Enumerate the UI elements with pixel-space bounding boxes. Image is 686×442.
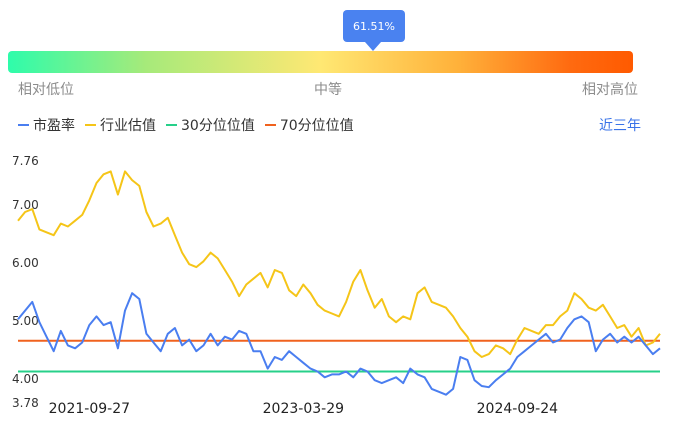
legend-label-pe: 市盈率	[33, 118, 75, 134]
scale-low-label: 相对低位	[18, 82, 74, 98]
legend-swatch-p30	[166, 124, 177, 126]
chart-lines	[17, 170, 661, 396]
y-tick-label: 7.00	[12, 198, 39, 212]
legend-item-p70[interactable]: 70分位位值	[264, 115, 354, 135]
legend-item-industry[interactable]: 行业估值	[85, 115, 156, 135]
legend-label-p30: 30分位位值	[181, 118, 255, 134]
series-line-0	[17, 292, 661, 396]
legend-item-p30[interactable]: 30分位位值	[166, 115, 255, 135]
legend-item-pe[interactable]: 市盈率	[18, 115, 75, 135]
series-line-1	[17, 170, 661, 358]
legend-swatch-industry	[85, 124, 96, 126]
x-tick-label: 2024-09-24	[477, 401, 558, 417]
legend-swatch-p70	[264, 124, 276, 126]
chart-legend: 市盈率 行业估值 30分位位值 70分位位值	[18, 115, 364, 135]
y-tick-label: 7.76	[12, 154, 39, 168]
y-tick-label: 5.00	[12, 314, 39, 328]
valuation-gradient-bar	[8, 51, 633, 73]
percentile-tooltip: 61.51%	[343, 10, 405, 51]
x-tick-label: 2023-03-29	[263, 401, 344, 417]
scale-mid-label: 中等	[314, 82, 342, 98]
legend-label-industry: 行业估值	[100, 118, 156, 134]
percentile-label: 61.51%	[353, 19, 395, 33]
y-tick-label: 4.00	[12, 372, 39, 386]
time-range-selector[interactable]: 近三年	[599, 118, 641, 134]
x-tick-label: 2021-09-27	[49, 401, 130, 417]
x-axis-ticks: 2021-09-27 2023-03-29 2024-09-24	[49, 401, 558, 417]
scale-high-label: 相对高位	[582, 82, 638, 98]
legend-label-p70: 70分位位值	[279, 118, 354, 134]
legend-swatch-pe	[18, 124, 29, 126]
y-tick-label: 6.00	[12, 256, 39, 270]
y-tick-label: 3.78	[12, 396, 39, 410]
